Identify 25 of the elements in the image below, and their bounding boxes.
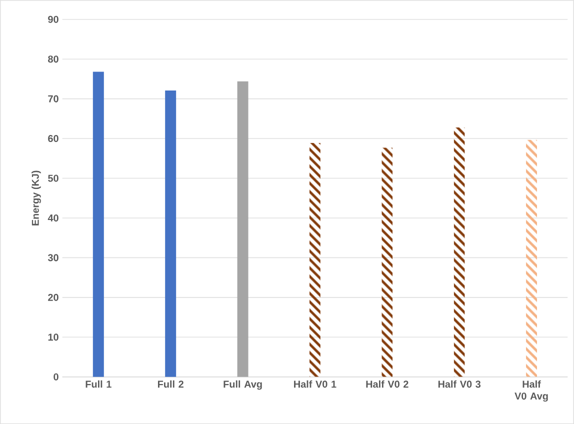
bar	[309, 142, 320, 377]
bar	[237, 81, 248, 377]
y-tick-label: 70	[48, 95, 58, 102]
bar	[92, 72, 104, 377]
bar	[165, 90, 176, 377]
x-tick-label: Full 1	[86, 380, 112, 388]
x-tick-label: Half V0 2	[366, 380, 408, 388]
x-tick-label: Full Avg	[224, 380, 262, 390]
x-tick-label: Full 2	[158, 380, 184, 388]
y-tick-label: 30	[48, 254, 58, 262]
x-tick-label: Half V0 3	[438, 380, 481, 388]
y-tick-label: 90	[48, 16, 58, 23]
y-tick-label: 60	[48, 134, 58, 142]
y-tick-label: 20	[48, 294, 58, 301]
bar	[382, 148, 393, 377]
y-tick-label: 10	[48, 334, 58, 341]
y-tick-label: 50	[48, 174, 58, 182]
y-tick-label: 40	[48, 214, 58, 222]
y-axis-title: Energy (KJ)	[32, 170, 41, 226]
bar	[454, 127, 465, 377]
x-tick-label: Half V0 1	[294, 380, 336, 388]
y-tick-label: 0	[54, 373, 58, 380]
bar	[526, 140, 537, 377]
y-tick-label: 80	[48, 55, 58, 63]
x-tick-label: Half V0 Avg	[514, 380, 548, 402]
